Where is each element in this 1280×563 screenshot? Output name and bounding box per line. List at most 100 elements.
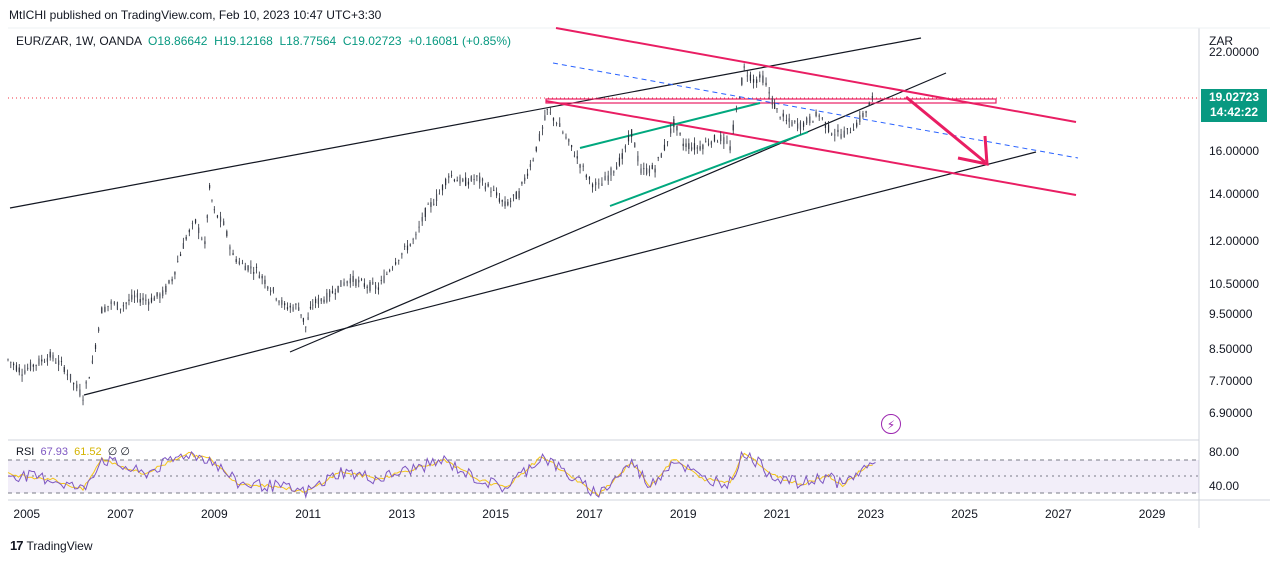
candle-body <box>76 384 78 389</box>
rsi-line <box>7 450 876 499</box>
time-tick-label: 2005 <box>13 507 40 521</box>
candle-body <box>194 219 197 223</box>
candle-body <box>601 183 603 186</box>
candle-body <box>621 153 623 159</box>
candle-body <box>104 306 106 312</box>
candle-body <box>421 217 423 222</box>
candle-body <box>41 359 43 362</box>
candle-body <box>568 139 570 142</box>
candle-body <box>521 182 523 184</box>
candle-body <box>762 75 764 83</box>
candle-body <box>607 175 609 181</box>
candle-body <box>791 121 793 126</box>
candle-body <box>776 108 778 110</box>
candle-body <box>232 253 234 255</box>
candle-body <box>852 129 855 131</box>
candle-body <box>433 203 435 205</box>
candle-body <box>868 103 870 106</box>
candle-body <box>63 367 65 372</box>
candle-body <box>101 307 103 314</box>
candle-body <box>779 117 781 119</box>
symbol-name[interactable]: EUR/ZAR, 1W, OANDA <box>16 34 142 48</box>
rsi-series <box>7 450 876 499</box>
candle-body <box>538 133 541 141</box>
candle-body <box>412 239 414 240</box>
candle-body <box>309 306 312 309</box>
candle-body <box>843 130 845 138</box>
rsi-tick-label: 40.00 <box>1209 479 1239 493</box>
candle-body <box>515 191 517 200</box>
green-channel-bottom[interactable] <box>609 131 809 207</box>
footer-brand[interactable]: TradingView <box>26 538 93 553</box>
green-channel-top[interactable] <box>579 102 761 149</box>
candle-body <box>573 155 576 157</box>
candle-body <box>377 287 380 290</box>
drawings[interactable] <box>9 27 1079 396</box>
time-axis[interactable]: 2005 2007 2009 2011 2013 2015 2017 2019 2021 2023… <box>13 507 1165 521</box>
candle-body <box>7 359 9 360</box>
candle-body <box>85 381 87 384</box>
candle-body <box>216 215 219 218</box>
candle-body <box>79 389 81 396</box>
channel-upper-line[interactable] <box>555 27 1077 123</box>
candle-body <box>372 282 374 284</box>
candle-body <box>476 175 478 177</box>
candle-body <box>323 299 325 303</box>
candle-body <box>462 179 464 182</box>
projection-arrow-head <box>957 135 989 166</box>
candle-body <box>60 361 63 362</box>
candle-body <box>352 275 354 282</box>
candle-body <box>346 281 348 284</box>
candle-body <box>688 143 690 150</box>
projection-arrow[interactable] <box>905 95 986 164</box>
rsi-name[interactable]: RSI <box>16 446 35 458</box>
candle-body <box>289 305 291 308</box>
candle-body <box>235 259 237 263</box>
candle-body <box>752 79 755 83</box>
candle-body <box>281 299 283 305</box>
candle-body <box>720 134 722 142</box>
candle-body <box>746 75 748 77</box>
candle-body <box>774 103 776 109</box>
candle-body <box>518 191 520 199</box>
candle-body <box>716 141 719 143</box>
candle-body <box>831 133 833 135</box>
time-tick-label: 2023 <box>857 507 884 521</box>
rsi-legend: RSI 67.93 61.52 ∅ ∅ <box>16 445 130 458</box>
candle-body <box>73 382 75 385</box>
resistance-zone[interactable] <box>545 98 997 104</box>
price-axis[interactable]: 22.00000 16.00000 14.00000 12.00000 10.5… <box>1209 45 1259 420</box>
candle-body <box>209 185 211 189</box>
candle-body <box>616 166 618 170</box>
price-tick-label: 9.50000 <box>1209 307 1253 321</box>
mid-trendline[interactable] <box>289 72 947 353</box>
time-tick-label: 2015 <box>482 507 509 521</box>
candle-body <box>380 279 382 281</box>
candle-body <box>759 74 761 78</box>
candle-body <box>185 236 187 240</box>
channel-lower-line[interactable] <box>545 100 1077 196</box>
candle-body <box>272 287 274 292</box>
candle-body <box>250 266 252 269</box>
lower-trendline[interactable] <box>83 151 1037 396</box>
candle-body <box>349 278 351 284</box>
lightning-icon[interactable]: ⚡ <box>881 414 901 434</box>
candle-body <box>501 200 503 202</box>
candle-body <box>862 112 864 117</box>
candle-body <box>865 111 867 113</box>
candle-body <box>604 175 606 181</box>
candle-body <box>756 79 758 83</box>
candle-body <box>162 290 164 296</box>
dashed-median-line[interactable] <box>552 62 1079 159</box>
tradingview-logo-icon[interactable]: 17 <box>10 538 24 553</box>
candle-body <box>732 124 734 131</box>
time-tick-label: 2021 <box>764 507 791 521</box>
candle-body <box>840 133 842 139</box>
candle-body <box>735 108 737 110</box>
candle-body <box>571 145 573 148</box>
candle-body <box>404 245 406 247</box>
price-tick-label: 14.00000 <box>1209 187 1259 201</box>
candle-body <box>741 77 743 85</box>
candle-body <box>797 123 799 129</box>
